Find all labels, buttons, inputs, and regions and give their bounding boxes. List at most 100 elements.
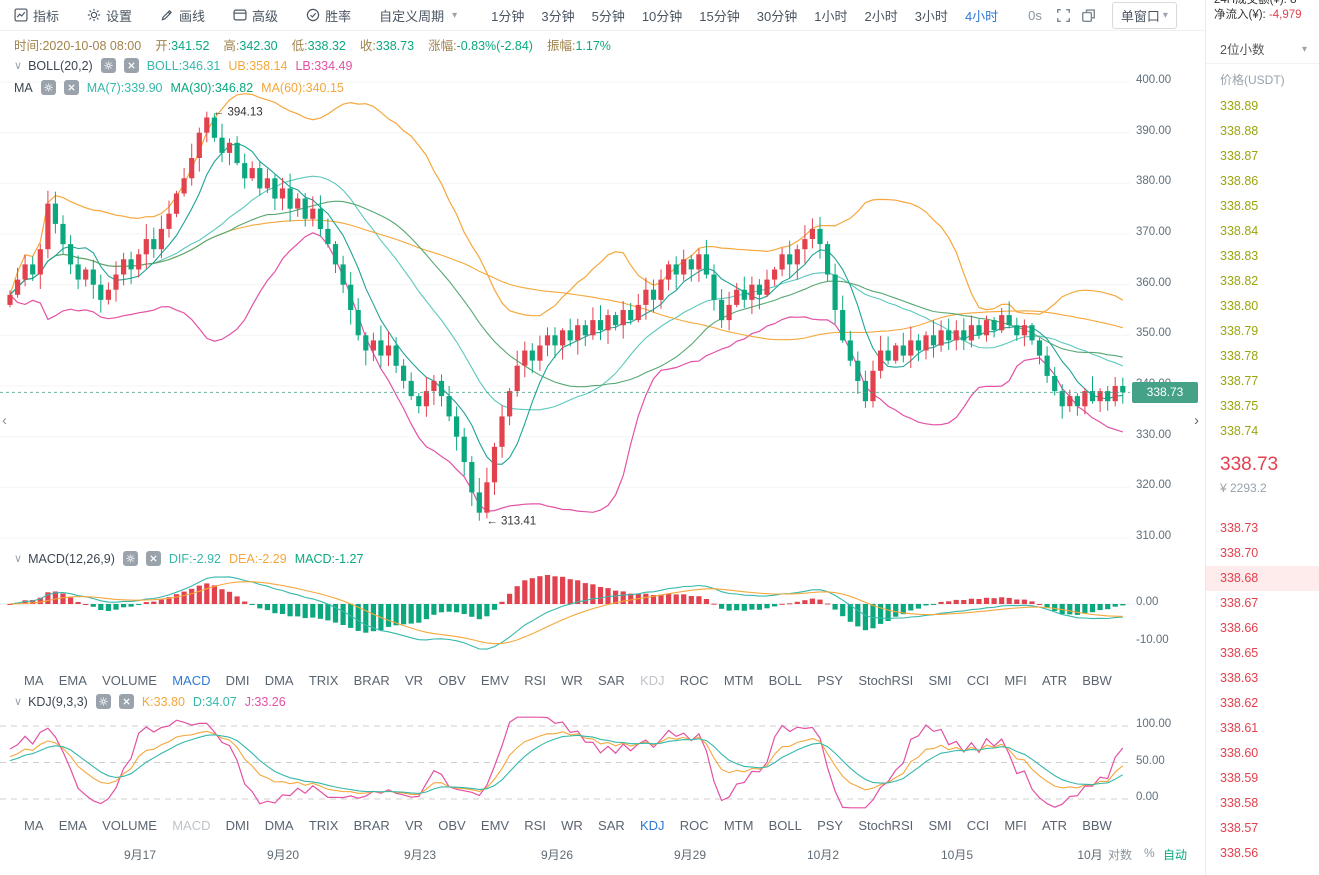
percent-scale-toggle[interactable]: % bbox=[1144, 846, 1155, 860]
custom-period-dropdown[interactable]: 自定义周期 ▾ bbox=[379, 6, 457, 25]
popout-icon[interactable] bbox=[1081, 8, 1096, 23]
bid-price-row[interactable]: 338.59 bbox=[1220, 771, 1259, 785]
log-scale-toggle[interactable]: 对数 bbox=[1108, 848, 1133, 862]
indicator-tab[interactable]: TRIX bbox=[308, 672, 339, 688]
collapse-icon[interactable]: ∨ bbox=[14, 553, 23, 565]
interval-item[interactable]: 4小时 bbox=[964, 8, 999, 24]
bid-price-row[interactable]: 338.60 bbox=[1220, 746, 1259, 760]
ask-price-row[interactable]: 338.85 bbox=[1220, 199, 1259, 213]
interval-item[interactable]: 3分钟 bbox=[541, 8, 575, 24]
indicator-tab[interactable]: CCI bbox=[966, 817, 990, 833]
interval-item[interactable]: 30分钟 bbox=[756, 8, 798, 24]
indicator-tab[interactable]: DMA bbox=[264, 672, 294, 688]
bid-price-row[interactable]: 338.68 bbox=[1206, 566, 1319, 591]
indicator-tab[interactable]: DMA bbox=[264, 817, 294, 833]
indicator-tab[interactable]: BOLL bbox=[768, 817, 802, 833]
fullscreen-icon[interactable] bbox=[1056, 8, 1071, 23]
indicator-tab[interactable]: MFI bbox=[1004, 817, 1027, 833]
bid-price-row[interactable]: 338.63 bbox=[1220, 671, 1259, 685]
indicator-tab[interactable]: MTM bbox=[723, 817, 754, 833]
indicator-tab[interactable]: KDJ bbox=[639, 672, 665, 688]
indicator-tab[interactable]: BRAR bbox=[353, 817, 390, 833]
indicator-tab[interactable]: SAR bbox=[598, 672, 625, 688]
indicator-tab[interactable]: MA bbox=[24, 672, 44, 688]
macd-chart[interactable] bbox=[0, 572, 1205, 668]
close-icon[interactable] bbox=[145, 551, 161, 566]
ask-price-row[interactable]: 338.75 bbox=[1220, 399, 1259, 413]
interval-item[interactable]: 2小时 bbox=[864, 8, 898, 24]
bid-price-row[interactable]: 338.67 bbox=[1220, 596, 1259, 610]
interval-item[interactable]: 1分钟 bbox=[491, 8, 525, 24]
indicator-tab[interactable]: DMI bbox=[225, 672, 250, 688]
indicator-tab[interactable]: CCI bbox=[966, 672, 990, 688]
indicator-tab[interactable]: VR bbox=[404, 672, 424, 688]
pan-right-arrow[interactable]: › bbox=[1194, 412, 1199, 429]
ask-price-row[interactable]: 338.82 bbox=[1220, 274, 1259, 288]
toolbar-advanced-button[interactable]: 高级 bbox=[233, 6, 278, 25]
candlestick-chart[interactable]: ← 394.13 ← 313.41 bbox=[0, 55, 1205, 547]
indicator-tab[interactable]: MACD bbox=[172, 672, 211, 688]
toolbar-winrate-button[interactable]: 胜率 bbox=[306, 6, 351, 25]
interval-item[interactable]: 15分钟 bbox=[699, 8, 740, 24]
indicator-tab[interactable]: MACD bbox=[172, 817, 211, 833]
indicator-tab[interactable]: SMI bbox=[928, 672, 952, 688]
indicator-tab[interactable]: ATR bbox=[1041, 817, 1067, 833]
interval-item[interactable]: 1小时 bbox=[814, 8, 848, 24]
toolbar-settings-button[interactable]: 设置 bbox=[87, 6, 132, 25]
indicator-tab[interactable]: PSY bbox=[817, 817, 844, 833]
indicator-tab[interactable]: ROC bbox=[679, 672, 709, 688]
kdj-chart[interactable] bbox=[0, 712, 1205, 812]
ask-price-row[interactable]: 338.87 bbox=[1220, 149, 1259, 163]
bid-price-row[interactable]: 338.61 bbox=[1220, 721, 1259, 735]
indicator-tab[interactable]: ATR bbox=[1041, 672, 1067, 688]
ask-price-row[interactable]: 338.83 bbox=[1220, 249, 1259, 263]
indicator-tab[interactable]: WR bbox=[561, 672, 583, 688]
indicator-tab[interactable]: KDJ bbox=[639, 817, 665, 833]
bid-price-row[interactable]: 338.57 bbox=[1220, 821, 1259, 835]
ask-price-row[interactable]: 338.86 bbox=[1220, 174, 1259, 188]
decimals-dropdown[interactable]: 2位小数 ▾ bbox=[1206, 36, 1319, 64]
indicator-tab[interactable]: EMA bbox=[58, 817, 87, 833]
ask-price-row[interactable]: 338.84 bbox=[1220, 224, 1259, 238]
indicator-tab[interactable]: EMA bbox=[58, 672, 87, 688]
indicator-tab[interactable]: DMI bbox=[225, 817, 250, 833]
gear-icon[interactable] bbox=[122, 551, 138, 566]
indicator-tab[interactable]: StochRSI bbox=[858, 672, 914, 688]
indicator-tab[interactable]: OBV bbox=[438, 817, 466, 833]
indicator-tab[interactable]: RSI bbox=[524, 672, 546, 688]
toolbar-drawline-button[interactable]: 画线 bbox=[160, 6, 205, 25]
gear-icon[interactable] bbox=[95, 694, 111, 709]
bid-price-row[interactable]: 338.66 bbox=[1220, 621, 1259, 635]
bid-price-row[interactable]: 338.58 bbox=[1220, 796, 1259, 810]
bid-price-row[interactable]: 338.70 bbox=[1220, 546, 1259, 560]
indicator-tab[interactable]: MA bbox=[24, 817, 44, 833]
ask-price-row[interactable]: 338.79 bbox=[1220, 324, 1259, 338]
indicator-tab[interactable]: EMV bbox=[480, 672, 510, 688]
close-icon[interactable] bbox=[118, 694, 134, 709]
indicator-tab[interactable]: BOLL bbox=[768, 672, 802, 688]
auto-scale-toggle[interactable]: 自动 bbox=[1163, 848, 1188, 862]
indicator-tab[interactable]: MFI bbox=[1004, 672, 1027, 688]
indicator-tab[interactable]: EMV bbox=[480, 817, 510, 833]
indicator-tab[interactable]: TRIX bbox=[308, 817, 339, 833]
indicator-tab[interactable]: PSY bbox=[817, 672, 844, 688]
indicator-tab[interactable]: BBW bbox=[1082, 672, 1112, 688]
toolbar-indicators-button[interactable]: 指标 bbox=[14, 6, 59, 25]
bid-price-row[interactable]: 338.62 bbox=[1220, 696, 1259, 710]
close-icon[interactable] bbox=[123, 58, 139, 73]
bid-price-row[interactable]: 338.65 bbox=[1220, 646, 1259, 660]
ask-price-row[interactable]: 338.88 bbox=[1220, 124, 1259, 138]
indicator-tab[interactable]: VR bbox=[404, 817, 424, 833]
indicator-tab[interactable]: WR bbox=[561, 817, 583, 833]
interval-item[interactable]: 10分钟 bbox=[641, 8, 683, 24]
window-mode-dropdown[interactable]: 单窗口 ▾ bbox=[1111, 1, 1177, 29]
indicator-tab[interactable]: BBW bbox=[1082, 817, 1112, 833]
indicator-tab[interactable]: VOLUME bbox=[102, 672, 157, 688]
indicator-tab[interactable]: BRAR bbox=[353, 672, 390, 688]
close-icon[interactable] bbox=[63, 80, 79, 95]
indicator-tab[interactable]: MTM bbox=[723, 672, 754, 688]
indicator-tab[interactable]: StochRSI bbox=[858, 817, 914, 833]
indicator-tab[interactable]: OBV bbox=[438, 672, 466, 688]
ask-price-row[interactable]: 338.89 bbox=[1220, 99, 1259, 113]
collapse-icon[interactable]: ∨ bbox=[14, 696, 23, 708]
